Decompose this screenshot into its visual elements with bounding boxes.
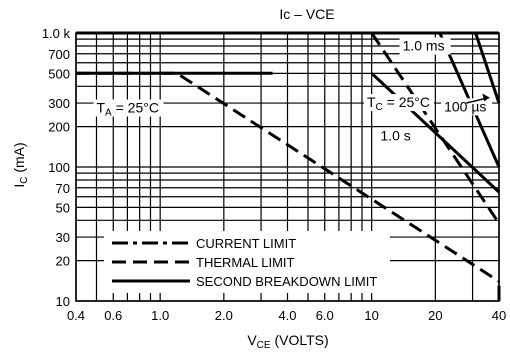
y-tick-label: 500 (48, 66, 70, 81)
chart-title: Ic – VCE (279, 6, 334, 22)
y-tick-label: 30 (56, 230, 70, 245)
annotation-tc: TC = 25°C (367, 94, 430, 113)
y-tick-label: 200 (48, 120, 70, 135)
legend-background (104, 231, 390, 293)
legend: CURRENT LIMIT THERMAL LIMIT SECOND BREAKDO… (104, 231, 390, 293)
x-tick-label: 20 (428, 308, 442, 323)
y-tick-label: 100 (48, 160, 70, 175)
annotation-background (93, 99, 164, 117)
y-tick-label: 70 (56, 181, 70, 196)
x-tick-label: 40 (492, 308, 506, 323)
x-tick-label: 0.6 (104, 308, 122, 323)
x-tick-label: 6.0 (316, 308, 334, 323)
y-tick-labels: 1.0 k 700 500 300 200 100 70 50 30 20 10 (42, 26, 71, 309)
annotation-ta: TA = 25°C (96, 100, 158, 119)
x-axis-label: VCE (VOLTS) (247, 332, 328, 351)
annotations: TA = 25°C TC = 25°C 1.0 ms 100 µs 1.0 s (93, 37, 493, 145)
y-tick-label: 1.0 k (42, 26, 71, 41)
legend-label: CURRENT LIMIT (196, 236, 296, 251)
x-tick-label: 4.0 (278, 308, 296, 323)
annotation-arrowhead (482, 93, 490, 102)
y-tick-label: 20 (56, 254, 70, 269)
x-tick-label: 2.0 (215, 308, 233, 323)
annotation-t1s: 1.0 s (380, 127, 410, 143)
annotation-background (399, 37, 451, 55)
x-tick-label: 10 (364, 308, 378, 323)
series-line-second-breakdown-limit (370, 72, 501, 194)
series-line-second-breakdown-limit (474, 32, 501, 104)
annotation-background (441, 98, 493, 116)
y-axis-label: IC (mA) (11, 142, 30, 187)
legend-label: SECOND BREAKDOWN LIMIT (196, 274, 377, 289)
y-tick-label: 50 (56, 200, 70, 215)
annotation-background (363, 94, 434, 112)
annotation-background (377, 127, 421, 145)
x-tick-label: 0.4 (67, 308, 85, 323)
y-tick-label: 300 (48, 96, 70, 111)
x-tick-labels: 0.4 0.6 1.0 2.0 4.0 6.0 10 20 40 (67, 308, 506, 323)
annotation-t100us: 100 µs (444, 98, 486, 114)
annotation-t1ms: 1.0 ms (403, 38, 445, 54)
legend-label: THERMAL LIMIT (196, 255, 295, 270)
y-tick-label: 10 (56, 294, 70, 309)
title-vce: VCE (306, 6, 335, 22)
x-tick-label: 1.0 (151, 308, 169, 323)
y-tick-label: 700 (48, 47, 70, 62)
